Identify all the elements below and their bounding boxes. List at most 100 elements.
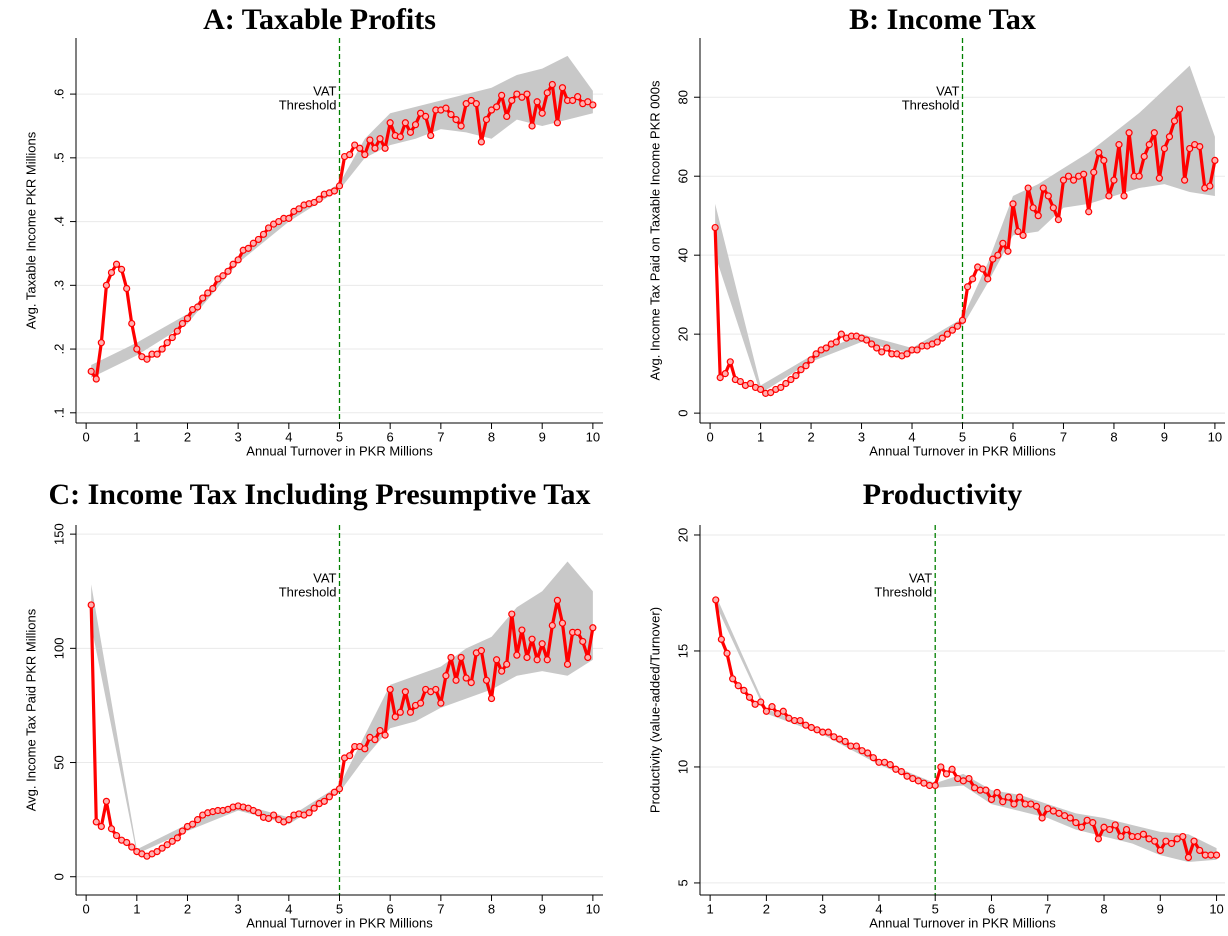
data-point xyxy=(1179,832,1187,841)
data-point xyxy=(548,621,556,630)
data-point xyxy=(123,838,131,847)
data-point xyxy=(178,319,187,328)
data-point xyxy=(942,770,951,778)
data-point xyxy=(259,230,268,238)
data-point xyxy=(173,834,181,842)
data-point xyxy=(716,373,724,382)
confidence-band xyxy=(91,561,593,854)
data-point xyxy=(118,265,126,273)
data-point xyxy=(558,619,567,627)
y-tick-label: 50 xyxy=(51,755,66,769)
data-point xyxy=(723,649,731,657)
data-point xyxy=(346,151,354,159)
data-point xyxy=(1115,141,1123,149)
data-point xyxy=(204,289,212,297)
x-tick-label: 7 xyxy=(1044,901,1051,916)
data-point xyxy=(779,707,787,715)
x-tick-label: 4 xyxy=(285,429,292,444)
data-point xyxy=(492,656,501,664)
data-point xyxy=(442,104,450,112)
data-point xyxy=(963,283,972,291)
panel-title: Productivity xyxy=(863,478,1022,511)
x-tick-label: 0 xyxy=(706,429,713,444)
y-tick-label: 20 xyxy=(675,528,690,542)
data-point xyxy=(1054,216,1063,224)
data-point xyxy=(862,336,871,344)
y-tick-label: 0 xyxy=(51,873,66,880)
x-tick-label: 9 xyxy=(539,901,546,916)
data-point xyxy=(396,708,404,716)
data-point xyxy=(1190,837,1198,845)
data-point xyxy=(381,731,389,739)
data-point xyxy=(558,84,567,92)
data-point xyxy=(503,112,511,121)
data-point xyxy=(386,685,394,694)
data-point xyxy=(792,372,800,380)
data-point xyxy=(1032,802,1041,810)
data-point xyxy=(548,80,556,89)
data-point xyxy=(933,338,941,346)
data-point xyxy=(102,281,111,289)
x-tick-label: 3 xyxy=(819,901,826,916)
data-point xyxy=(528,122,536,130)
data-point xyxy=(943,330,951,338)
y-tick-label: 15 xyxy=(675,644,690,658)
data-point xyxy=(1039,184,1047,192)
x-tick-label: 8 xyxy=(488,901,495,916)
data-point xyxy=(729,675,737,683)
data-point xyxy=(574,628,582,636)
data-point xyxy=(498,667,506,675)
data-point xyxy=(112,260,121,268)
data-point xyxy=(513,90,521,98)
x-tick-label: 5 xyxy=(959,429,966,444)
y-tick-label: .2 xyxy=(51,344,66,355)
x-axis-label: Annual Turnover in PKR Millions xyxy=(869,443,1056,458)
confidence-band xyxy=(91,55,593,378)
data-point xyxy=(163,841,171,849)
panel: A: Taxable Profits .1 .2 .3 .4 .5 .6 VATThresho… xyxy=(23,3,603,458)
threshold-label: VAT xyxy=(313,570,336,585)
y-axis-label: Avg. Income Tax Paid on Taxable Income P… xyxy=(647,80,662,380)
data-point xyxy=(734,682,742,690)
data-point xyxy=(442,672,450,680)
y-tick-label: .4 xyxy=(51,216,66,227)
data-point xyxy=(1105,192,1113,200)
data-point xyxy=(762,707,770,715)
data-point xyxy=(1150,129,1158,137)
data-point xyxy=(543,89,551,97)
data-point xyxy=(1089,819,1097,827)
data-point xyxy=(745,693,754,701)
x-tick-label: 1 xyxy=(707,901,714,916)
data-point xyxy=(1145,141,1153,149)
data-point xyxy=(361,745,369,753)
data-point xyxy=(477,647,485,655)
data-point xyxy=(568,96,577,105)
data-point xyxy=(1206,182,1214,190)
data-point xyxy=(285,816,293,824)
data-point xyxy=(533,656,541,664)
data-point xyxy=(168,333,176,342)
data-point xyxy=(457,122,465,130)
data-point xyxy=(1110,176,1118,184)
data-point xyxy=(97,822,105,831)
data-point xyxy=(1196,142,1204,151)
data-point xyxy=(822,344,830,352)
data-point xyxy=(543,656,551,664)
data-point xyxy=(518,93,526,101)
data-point xyxy=(467,96,475,105)
data-point xyxy=(1167,839,1176,848)
data-point xyxy=(158,844,166,852)
data-point xyxy=(1024,184,1032,192)
data-point xyxy=(523,90,531,98)
data-point xyxy=(1184,853,1193,862)
y-tick-label: .6 xyxy=(51,89,66,100)
data-point xyxy=(477,138,485,146)
data-point xyxy=(487,694,496,703)
panel-title: A: Taxable Profits xyxy=(203,3,436,36)
data-point xyxy=(315,195,323,203)
data-point xyxy=(1016,793,1024,801)
data-point xyxy=(492,103,501,111)
data-point xyxy=(295,205,303,213)
data-point xyxy=(994,251,1002,259)
